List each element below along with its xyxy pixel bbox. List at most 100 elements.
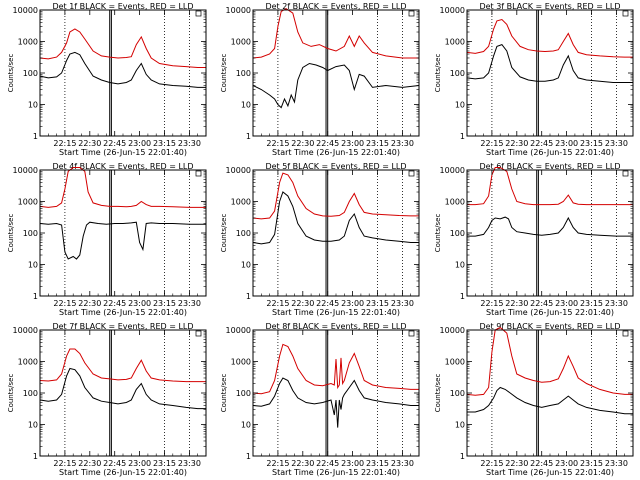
y-tick-label: 100 [236,389,251,398]
y-tick-label: 1000 [445,358,465,367]
x-axis-label: Start Time (26-Jun-15 22:01:40) [486,148,614,157]
y-tick-label: 10 [455,101,465,110]
y-tick-label: 1 [33,292,38,301]
y-tick-label: 10 [455,421,465,430]
x-tick-label: 23:30 [605,139,628,148]
x-tick-label: 23:30 [391,139,414,148]
legend-box [623,331,628,336]
x-axis-label: Start Time (26-Jun-15 22:01:40) [272,468,400,477]
x-tick-label: 23:15 [366,139,389,148]
x-tick-label: 23:15 [580,139,603,148]
y-axis-label: Counts/sec [220,214,228,253]
y-tick-label: 100 [23,69,38,78]
x-tick-label: 23:30 [178,459,201,468]
x-axis-label: Start Time (26-Jun-15 22:01:40) [272,148,400,157]
legend-box [623,11,628,16]
y-axis-label: Counts/sec [7,54,15,93]
y-axis-label: Counts/sec [7,214,15,253]
x-tick-label: 23:30 [391,459,414,468]
x-tick-label: 22:45 [103,459,126,468]
x-tick-label: 22:45 [103,299,126,308]
y-tick-label: 100 [450,229,465,238]
chart-panel-8: Det 8f BLACK = Events, RED = LLD 1 10 100 10… [220,322,419,477]
x-axis-label: Start Time (26-Jun-15 22:01:40) [59,308,187,317]
x-tick-label: 22:30 [505,299,528,308]
y-tick-label: 100 [236,229,251,238]
x-tick-label: 22:45 [530,459,553,468]
y-tick-label: 1000 [18,38,38,47]
y-tick-label: 100 [450,389,465,398]
y-axis-label: Counts/sec [7,374,15,413]
y-tick-label: 10000 [13,166,38,175]
series-line-lld [467,328,633,396]
y-tick-label: 1 [460,452,465,461]
x-axis-label: Start Time (26-Jun-15 22:01:40) [59,468,187,477]
y-axis-label: Counts/sec [434,374,442,413]
y-tick-label: 10 [241,101,251,110]
x-axis-label: Start Time (26-Jun-15 22:01:40) [272,308,400,317]
y-tick-label: 10 [241,261,251,270]
x-tick-label: 23:30 [178,299,201,308]
y-tick-label: 10000 [226,6,251,15]
y-tick-label: 10000 [440,326,465,335]
y-tick-label: 10 [28,261,38,270]
y-tick-label: 10 [241,421,251,430]
x-axis-label: Start Time (26-Jun-15 22:01:40) [59,148,187,157]
y-tick-label: 10000 [440,166,465,175]
x-tick-label: 23:15 [580,459,603,468]
x-tick-label: 23:15 [153,459,176,468]
chart-panel-3: Det 3f BLACK = Events, RED = LLD11010010… [434,2,633,157]
x-tick-label: 22:30 [78,139,101,148]
x-tick-label: 23:15 [153,139,176,148]
y-tick-label: 10 [28,421,38,430]
x-tick-label: 23:30 [605,459,628,468]
y-tick-label: 1 [246,452,251,461]
y-tick-label: 1 [460,292,465,301]
x-tick-label: 23:00 [341,139,364,148]
y-axis-label: Counts/sec [220,374,228,413]
x-tick-label: 23:00 [555,459,578,468]
y-tick-label: 10 [455,261,465,270]
x-tick-label: 23:00 [128,459,151,468]
x-tick-label: 22:30 [291,459,314,468]
y-tick-label: 100 [450,69,465,78]
x-tick-label: 23:00 [341,299,364,308]
chart-panel-9: Det 9f BLACK = Events, RED = LLD 1 10 100 10… [434,322,633,477]
x-tick-label: 23:30 [391,299,414,308]
x-tick-label: 22:30 [291,299,314,308]
legend-box [196,11,201,16]
x-tick-label: 22:15 [266,299,289,308]
chart-panel-4: Det 4f BLACK = Events, RED = LLD11010010… [7,162,206,317]
y-tick-label: 1000 [18,198,38,207]
legend-box [409,11,414,16]
x-tick-label: 22:45 [103,139,126,148]
y-tick-label: 100 [236,69,251,78]
x-tick-label: 23:00 [555,139,578,148]
x-tick-label: 22:15 [53,459,76,468]
x-tick-label: 23:15 [580,299,603,308]
detector-chart-grid: Det 1f BLACK = Events, RED = LLD11010010… [0,0,640,480]
x-tick-label: 22:15 [266,139,289,148]
x-tick-label: 22:15 [266,459,289,468]
y-tick-label: 1000 [18,358,38,367]
y-tick-label: 10000 [13,326,38,335]
y-tick-label: 1 [246,292,251,301]
y-axis-label: Counts/sec [434,214,442,253]
y-tick-label: 1000 [445,198,465,207]
x-tick-label: 22:30 [78,299,101,308]
chart-panel-2: Det 2f BLACK = Events, RED = LLD11010010… [220,2,419,157]
y-tick-label: 1000 [231,358,251,367]
x-axis-label: Start Time (26-Jun-15 22:01:40) [486,468,614,477]
x-tick-label: 23:30 [178,139,201,148]
y-tick-label: 10000 [226,166,251,175]
x-tick-label: 22:30 [505,459,528,468]
legend-box [409,171,414,176]
y-tick-label: 10 [28,101,38,110]
x-tick-label: 22:15 [480,459,503,468]
x-tick-label: 22:45 [530,139,553,148]
x-tick-label: 23:00 [128,139,151,148]
x-tick-label: 22:45 [316,139,339,148]
x-tick-label: 23:15 [366,459,389,468]
chart-panel-1: Det 1f BLACK = Events, RED = LLD11010010… [7,2,206,157]
y-tick-label: 1 [460,132,465,141]
